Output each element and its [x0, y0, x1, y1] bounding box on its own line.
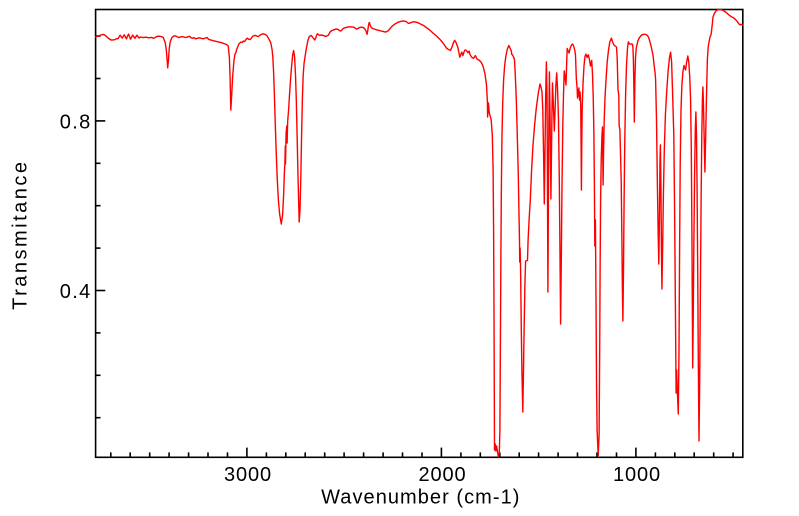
svg-text:0.4: 0.4 [60, 281, 92, 303]
svg-text:Transmitance: Transmitance [10, 159, 32, 309]
svg-text:1000: 1000 [613, 464, 661, 486]
svg-text:3000: 3000 [224, 464, 272, 486]
svg-text:0.8: 0.8 [60, 111, 92, 133]
svg-text:2000: 2000 [418, 464, 466, 486]
svg-text:Wavenumber (cm-1): Wavenumber (cm-1) [321, 487, 520, 509]
